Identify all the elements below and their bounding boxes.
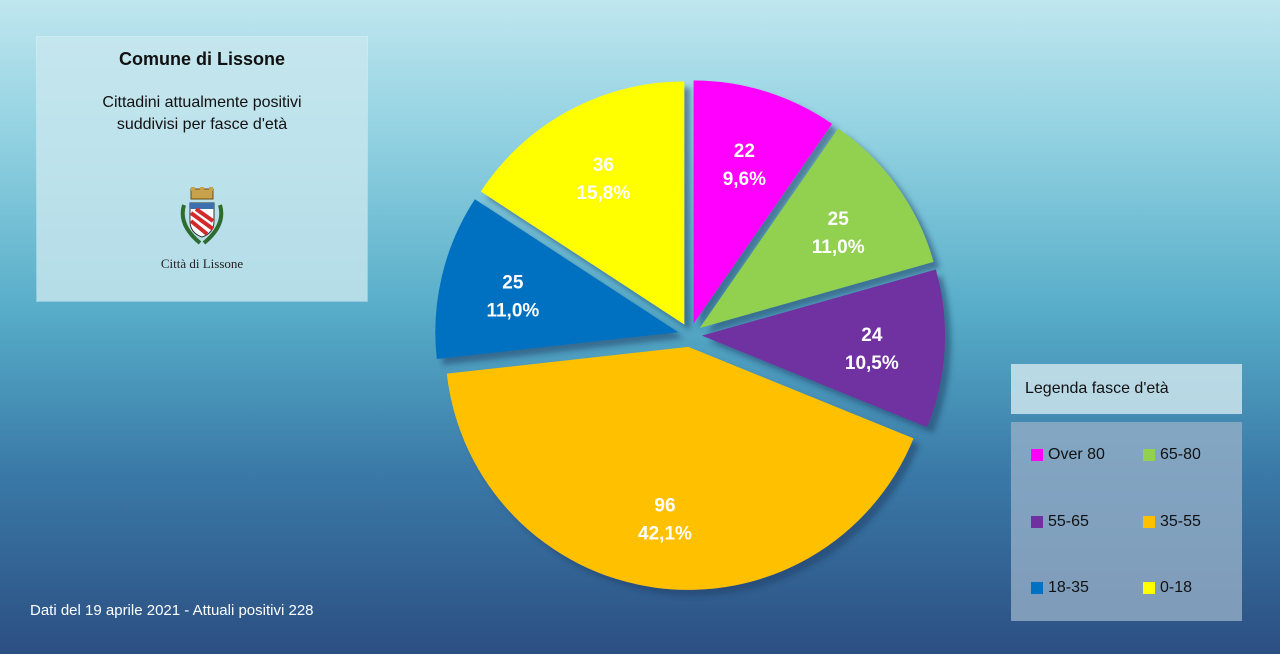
- legend-label: 18-35: [1048, 579, 1089, 596]
- legend-item-over80: Over 80: [1031, 446, 1105, 464]
- pie-slices: [435, 80, 945, 590]
- legend-item-65-80: 65-80: [1143, 446, 1201, 464]
- info-subtitle-line2: suddivisi per fasce d'età: [116, 116, 288, 133]
- pie-slice-55-65: [701, 269, 945, 428]
- legend-title: Legenda fasce d'età: [1011, 364, 1242, 414]
- legend-swatch: [1143, 449, 1155, 461]
- data-label-percent: 11,0%: [486, 301, 539, 322]
- data-label-value: 36: [593, 155, 614, 176]
- info-title: Comune di Lissone: [118, 49, 286, 69]
- pie-slice-18-35: [435, 199, 679, 359]
- data-label-value: 96: [654, 495, 675, 516]
- pie-slice-65-80: [699, 128, 934, 329]
- pie-slice-over-80: [693, 80, 833, 324]
- coat-of-arms-icon: [180, 187, 224, 245]
- legend-item-18-35: 18-35: [1031, 579, 1089, 597]
- pie-slice-35-55: [446, 346, 914, 590]
- pie-labels: 22 9,6% 25 11,0% 24 10,5% 96 42,1% 25 11,0% 36 15,8…: [486, 141, 898, 544]
- data-label-value: 24: [861, 325, 883, 346]
- data-label-percent: 9,6%: [723, 169, 766, 190]
- data-label-value: 25: [828, 209, 850, 230]
- data-label-percent: 42,1%: [638, 523, 692, 544]
- legend-item-0-18: 0-18: [1143, 579, 1192, 597]
- legend-swatch: [1143, 582, 1155, 594]
- legend: Over 80 65-80 55-65 35-55 18-35 0-18: [1011, 422, 1242, 621]
- legend-swatch: [1143, 516, 1155, 528]
- legend-label: 55-65: [1048, 513, 1089, 530]
- logo-caption: Città di Lissone: [160, 256, 244, 271]
- footer-note: Dati del 19 aprile 2021 - Attuali positi…: [30, 602, 314, 619]
- municipal-logo: Città di Lissone: [37, 187, 367, 272]
- legend-item-55-65: 55-65: [1031, 513, 1089, 531]
- data-label-value: 22: [734, 141, 755, 162]
- legend-label: 35-55: [1160, 513, 1201, 530]
- legend-swatch: [1031, 449, 1043, 461]
- legend-label: 0-18: [1160, 579, 1193, 596]
- legend-label: Over 80: [1048, 446, 1105, 463]
- legend-item-35-55: 35-55: [1143, 513, 1201, 531]
- data-label-value: 25: [502, 273, 524, 294]
- data-label-percent: 15,8%: [576, 183, 630, 204]
- pie-slice-0-18: [480, 81, 685, 325]
- data-label-percent: 10,5%: [845, 353, 899, 374]
- legend-swatch: [1031, 582, 1043, 594]
- legend-label: 65-80: [1160, 446, 1201, 463]
- data-label-percent: 11,0%: [812, 237, 865, 258]
- info-subtitle-line1: Cittadini attualmente positivi: [102, 94, 302, 111]
- legend-swatch: [1031, 516, 1043, 528]
- info-panel: Comune di Lissone Cittadini attualmente …: [37, 37, 367, 301]
- info-subtitle: Cittadini attualmente positivi suddivisi…: [37, 92, 367, 136]
